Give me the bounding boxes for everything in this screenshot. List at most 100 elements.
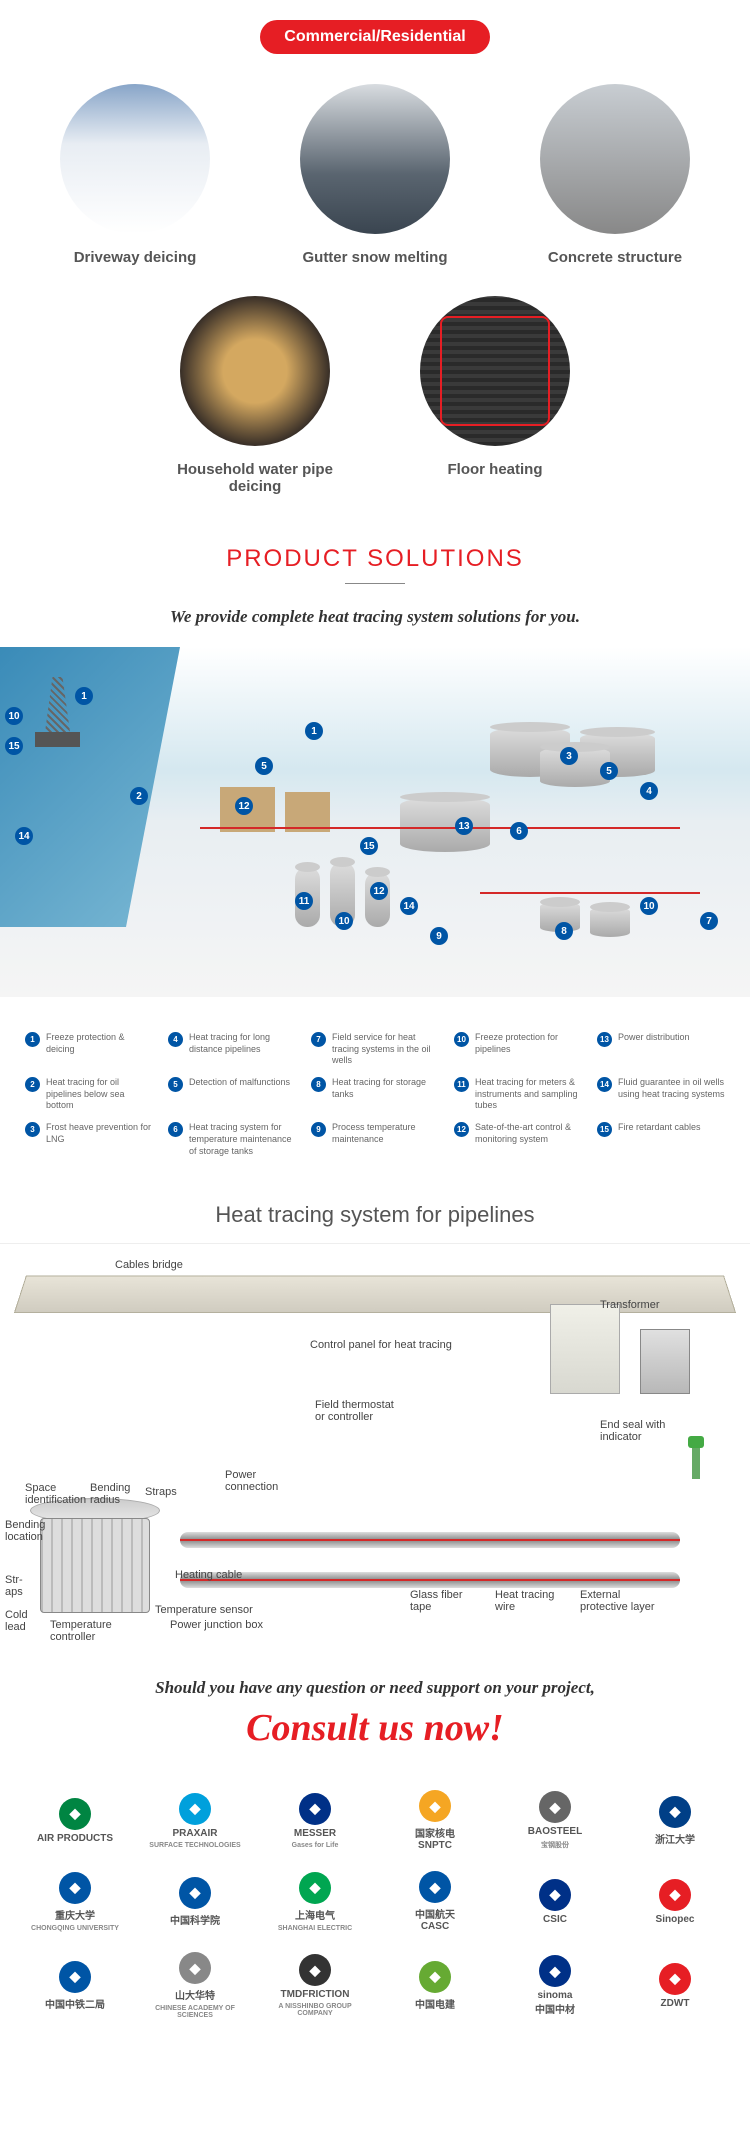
partner-logo: ◆BAOSTEEL宝钢股份: [500, 1791, 610, 1850]
legend-number: 9: [311, 1122, 326, 1137]
logo-icon: ◆: [179, 1793, 211, 1825]
pipe-line: [480, 892, 700, 894]
legend-text: Fire retardant cables: [618, 1122, 701, 1134]
app-label: Gutter snow melting: [275, 249, 475, 266]
logo-icon: ◆: [299, 1954, 331, 1986]
diagram-label: Transformer: [600, 1299, 660, 1311]
diagram-marker: 1: [75, 687, 93, 705]
logo-name: sinoma 中国中材: [535, 1990, 575, 2016]
logo-subtitle: A NISSHINBO GROUP COMPANY: [260, 2003, 370, 2017]
logo-name: 上海电气: [295, 1907, 335, 1922]
partner-logo: ◆上海电气SHANGHAI ELECTRIC: [260, 1872, 370, 1932]
building-icon: [285, 792, 330, 832]
logo-icon: ◆: [299, 1872, 331, 1904]
legend-text: Field service for heat tracing systems i…: [332, 1032, 439, 1067]
logo-name: 中国科学院: [170, 1912, 220, 1927]
diagram-marker: 2: [130, 787, 148, 805]
pipeline-diagram: Cables bridge Control panel for heat trac…: [0, 1243, 750, 1643]
diagram-marker: 5: [255, 757, 273, 775]
diagram-marker: 7: [700, 912, 718, 930]
diagram-marker: 14: [15, 827, 33, 845]
partner-logo: ◆中国电建: [380, 1961, 490, 2011]
legend-number: 11: [454, 1077, 469, 1092]
diagram-label: Heating cable: [175, 1569, 242, 1581]
app-label: Household water pipe deicing: [155, 461, 355, 495]
legend-item: 7Field service for heat tracing systems …: [311, 1032, 439, 1067]
legend-item: 2Heat tracing for oil pipelines below se…: [25, 1077, 153, 1112]
logo-name: 重庆大学: [55, 1907, 95, 1922]
legend-item: 13Power distribution: [597, 1032, 725, 1067]
legend-number: 4: [168, 1032, 183, 1047]
diagram-label: Straps: [145, 1486, 177, 1498]
oil-rig-icon: [35, 677, 80, 747]
diagram-marker: 6: [510, 822, 528, 840]
legend-text: Freeze protection & deicing: [46, 1032, 153, 1055]
partner-logo: ◆AIR PRODUCTS: [20, 1798, 130, 1844]
legend-number: 5: [168, 1077, 183, 1092]
diagram-marker: 10: [5, 707, 23, 725]
legend-text: Process temperature maintenance: [332, 1122, 439, 1145]
partner-logos: ◆AIR PRODUCTS◆PRAXAIRSURFACE TECHNOLOGIE…: [0, 1780, 750, 2079]
logo-name: AIR PRODUCTS: [37, 1833, 113, 1844]
legend-text: Frost heave prevention for LNG: [46, 1122, 153, 1145]
diagram-label: Temperature sensor: [155, 1604, 253, 1616]
diagram-label: Space identification: [25, 1482, 86, 1506]
diagram-marker: 4: [640, 782, 658, 800]
app-circle-image: [300, 84, 450, 234]
solutions-title: PRODUCT SOLUTIONS: [0, 525, 750, 592]
logo-row: ◆中国中铁二局◆山大华特CHINESE ACADEMY OF SCIENCES◆…: [20, 1952, 730, 2019]
diagram-marker: 8: [555, 922, 573, 940]
logo-icon: ◆: [659, 1879, 691, 1911]
pipe-line: [200, 827, 680, 829]
app-item: Driveway deicing: [35, 84, 235, 266]
diagram-label: Str- aps: [5, 1574, 23, 1598]
cta-section: Should you have any question or need sup…: [0, 1643, 750, 1780]
legend-text: Heat tracing for meters & instruments an…: [475, 1077, 582, 1112]
partner-logo: ◆中国中铁二局: [20, 1961, 130, 2011]
partner-logo: ◆TMDFRICTIONA NISSHINBO GROUP COMPANY: [260, 1954, 370, 2017]
app-row: Driveway deicing Gutter snow melting Concr…: [30, 84, 720, 266]
applications-grid: Driveway deicing Gutter snow melting Concr…: [0, 84, 750, 495]
legend-number: 14: [597, 1077, 612, 1092]
partner-logo: ◆MESSERGases for Life: [260, 1793, 370, 1849]
app-circle-image: [420, 296, 570, 446]
legend-item: 9 Process temperature maintenance: [311, 1122, 439, 1157]
logo-icon: ◆: [539, 1879, 571, 1911]
facility-area: [200, 737, 710, 957]
logo-subtitle: Gases for Life: [292, 1842, 339, 1849]
logo-icon: ◆: [179, 1877, 211, 1909]
logo-icon: ◆: [59, 1872, 91, 1904]
diagram-label: Control panel for heat tracing: [310, 1339, 452, 1351]
legend-number: 12: [454, 1122, 469, 1137]
diagram-label: Field thermostat or controller: [315, 1399, 394, 1423]
partner-logo: ◆浙江大学: [620, 1796, 730, 1846]
diagram-label: Cables bridge: [115, 1259, 183, 1271]
app-label: Driveway deicing: [35, 249, 235, 266]
legend-number: 1: [25, 1032, 40, 1047]
logo-row: ◆AIR PRODUCTS◆PRAXAIRSURFACE TECHNOLOGIE…: [20, 1790, 730, 1851]
app-label: Concrete structure: [515, 249, 715, 266]
diagram-marker: 15: [360, 837, 378, 855]
logo-name: 中国中铁二局: [45, 1996, 105, 2011]
legend-item: 10Freeze protection for pipelines: [454, 1032, 582, 1067]
logo-name: BAOSTEEL: [528, 1826, 582, 1837]
legend-item: 12Sate-of-the-art control & monitoring s…: [454, 1122, 582, 1157]
legend-item: 4Heat tracing for long distance pipeline…: [168, 1032, 296, 1067]
logo-name: 浙江大学: [655, 1831, 695, 1846]
storage-tank-icon: [30, 1493, 160, 1613]
app-row: Household water pipe deicing Floor heatin…: [30, 296, 720, 495]
partner-logo: ◆ZDWT: [620, 1963, 730, 2009]
legend-number: 3: [25, 1122, 40, 1137]
logo-icon: ◆: [539, 1791, 571, 1823]
logo-subtitle: SURFACE TECHNOLOGIES: [149, 1842, 240, 1849]
legend-grid: 1Freeze protection & deicing4Heat tracin…: [0, 1017, 750, 1187]
pipe-section-title: Heat tracing system for pipelines: [0, 1187, 750, 1243]
app-item: Floor heating: [395, 296, 595, 495]
legend-item: 8Heat tracing for storage tanks: [311, 1077, 439, 1112]
logo-name: MESSER: [294, 1828, 336, 1839]
app-circle-image: [540, 84, 690, 234]
app-item: Gutter snow melting: [275, 84, 475, 266]
logo-icon: ◆: [419, 1871, 451, 1903]
diagram-marker: 1: [305, 722, 323, 740]
logo-name: 中国电建: [415, 1996, 455, 2011]
